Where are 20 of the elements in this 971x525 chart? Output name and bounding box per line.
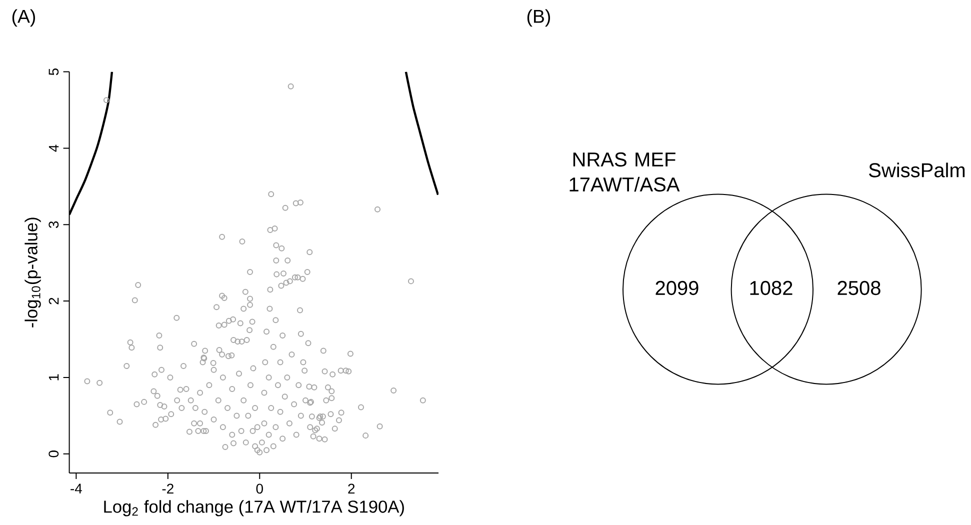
category-label: SwissPalm: [869, 162, 965, 178]
line-series: [404, 72, 439, 196]
y-axis-title: -log$_{10}$(p-value): [24, 218, 41, 328]
x-axis-title: Log$_{2}$ fold change (17A WT/17A S190A): [104, 500, 404, 516]
chart-title: (A): [12, 9, 35, 27]
x-tick-label: 2: [348, 484, 355, 494]
category-label: NRAS MEF 17AWT/ASA: [570, 152, 680, 192]
y-tick-label: 4: [48, 144, 59, 152]
text: (B): [527, 9, 550, 27]
data-label: 1082: [750, 280, 792, 296]
y-tick-label: 5: [48, 68, 59, 76]
y-tick-label: 1: [48, 374, 59, 380]
x-tick-label: -4: [70, 484, 82, 494]
y-tick-label: 0: [48, 450, 59, 458]
data-label: 2099: [656, 280, 698, 296]
y-tick-label: 2: [48, 298, 59, 304]
y-tick-label: 3: [48, 221, 59, 228]
data-label: 2508: [838, 280, 880, 296]
x-tick-label: 0: [256, 484, 263, 494]
x-tick-label: -2: [162, 484, 174, 494]
